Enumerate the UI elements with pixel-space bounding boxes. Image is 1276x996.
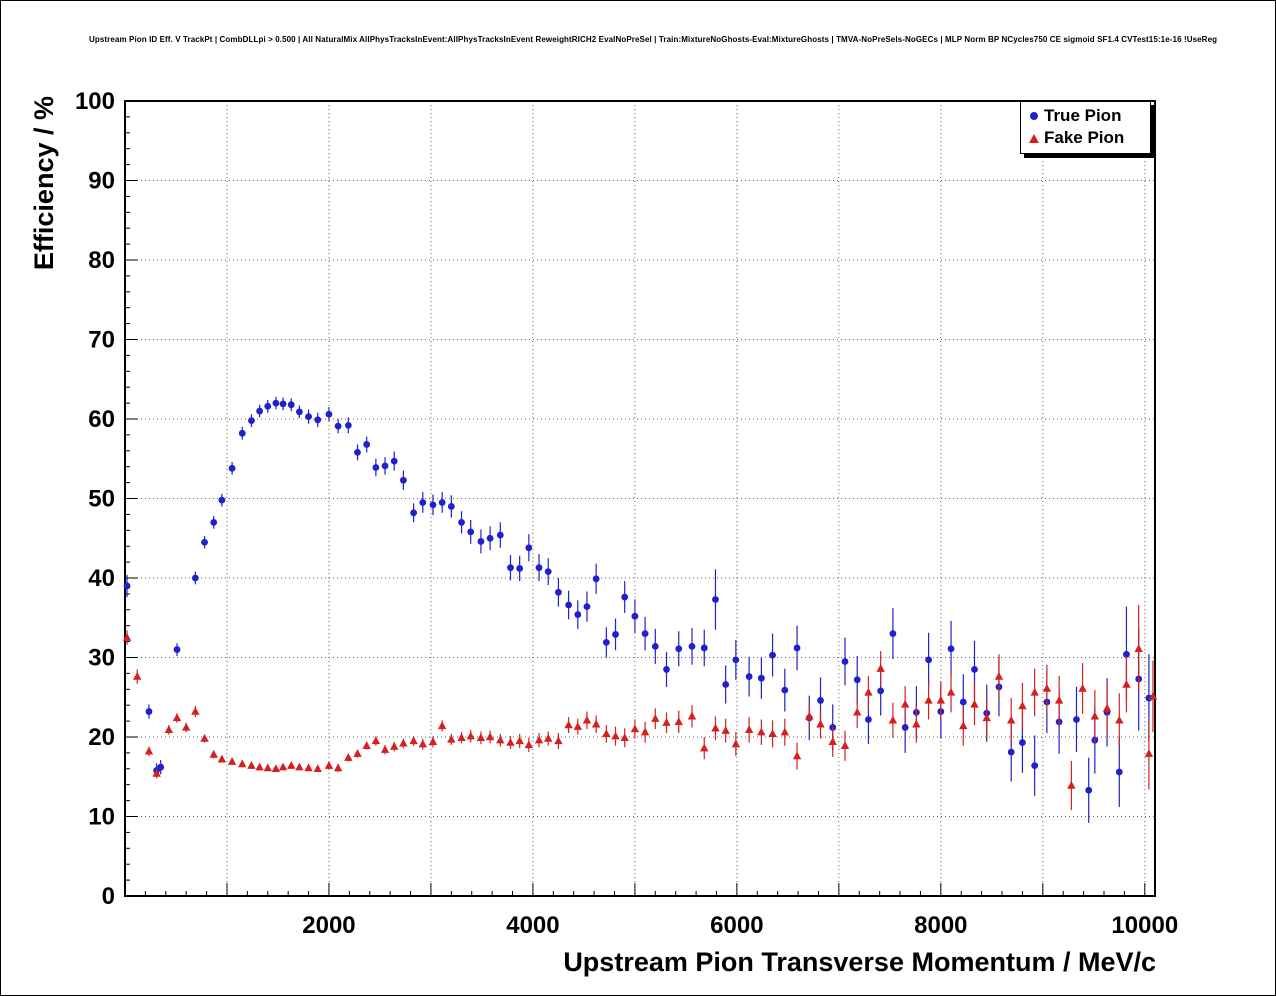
x-axis-title: Upstream Pion Transverse Momentum / MeV/… [563, 947, 1156, 977]
legend-item-fake-pion: Fake Pion [1021, 127, 1150, 149]
series-true-pion [123, 396, 1153, 823]
plot-title: Upstream Pion ID Eff. V TrackPt | CombDL… [89, 35, 1218, 44]
svg-text:8000: 8000 [914, 912, 967, 939]
legend-label: Fake Pion [1044, 128, 1125, 147]
svg-text:10: 10 [88, 804, 115, 831]
svg-text:50: 50 [88, 486, 115, 513]
svg-text:20: 20 [88, 724, 115, 751]
series-fake-pion [122, 605, 1158, 811]
legend: True Pion Fake Pion [1020, 101, 1151, 154]
svg-text:70: 70 [88, 327, 115, 354]
fake-pion-marker-icon [1026, 133, 1042, 143]
svg-text:60: 60 [88, 406, 115, 433]
svg-text:6000: 6000 [710, 912, 763, 939]
svg-text:10000: 10000 [1111, 912, 1178, 939]
legend-label: True Pion [1044, 106, 1122, 125]
plot-frame [124, 100, 1156, 897]
svg-text:30: 30 [88, 645, 115, 672]
gridlines [125, 101, 1155, 896]
true-pion-marker-icon [1026, 112, 1042, 120]
svg-text:80: 80 [88, 247, 115, 274]
svg-text:100: 100 [75, 88, 115, 115]
svg-text:2000: 2000 [302, 912, 355, 939]
svg-text:40: 40 [88, 565, 115, 592]
svg-text:90: 90 [88, 168, 115, 195]
y-axis-title: Efficiency / % [29, 96, 59, 271]
tick-labels: 2000 4000 6000 8000 10000 0 10 20 30 40 50 60 70 80 90… [75, 88, 1178, 939]
legend-item-true-pion: True Pion [1021, 105, 1150, 127]
svg-text:0: 0 [102, 883, 115, 910]
svg-text:4000: 4000 [506, 912, 559, 939]
